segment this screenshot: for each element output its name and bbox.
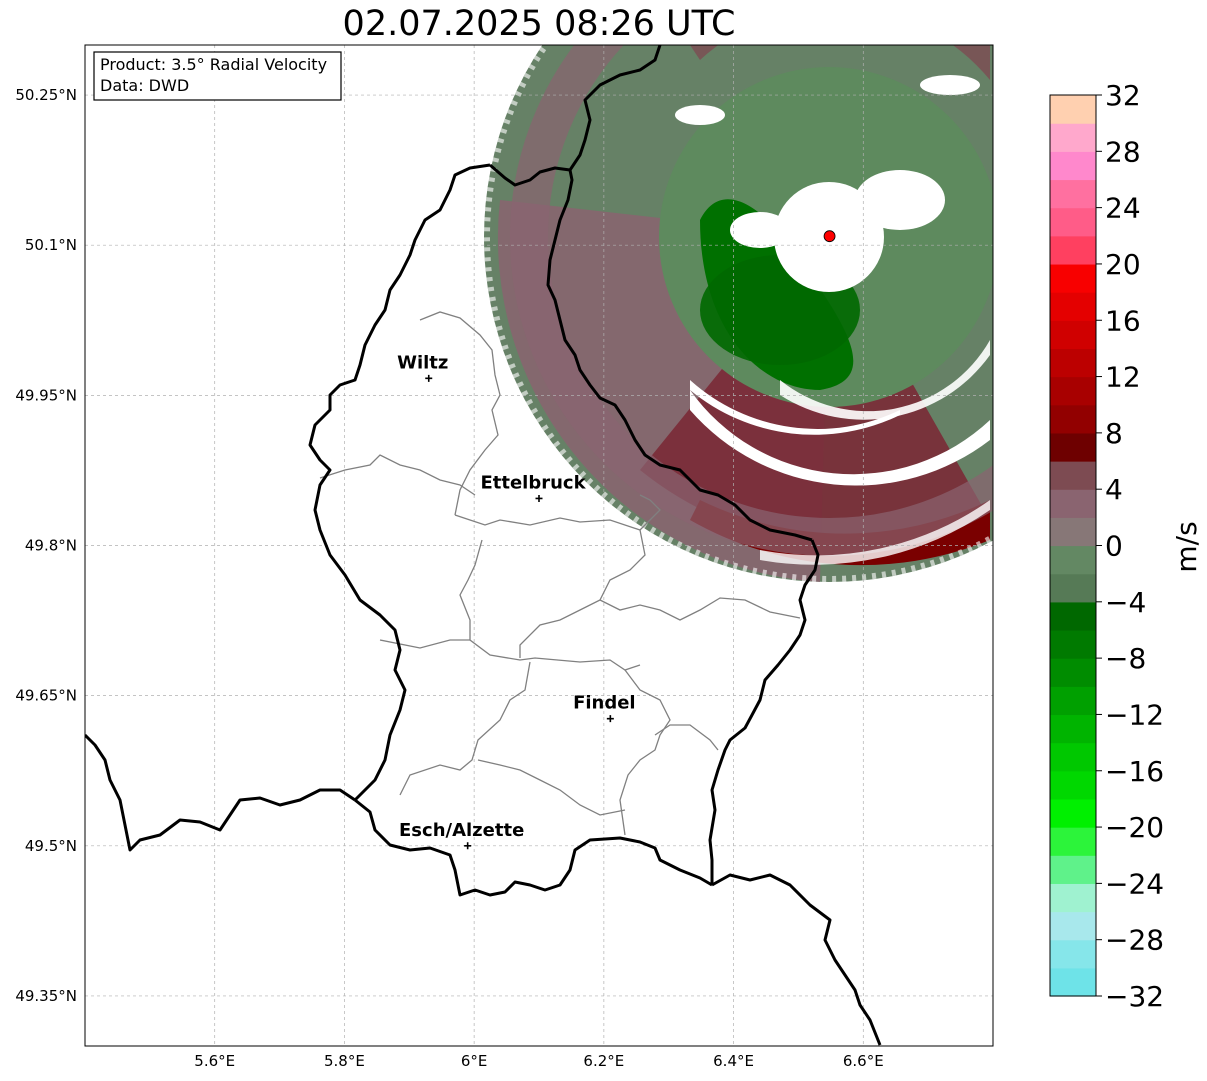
colorbar-tick-label: −32	[1105, 980, 1164, 1013]
colorbar-segment	[1050, 686, 1096, 716]
colorbar-segment	[1050, 855, 1096, 884]
map-axes-frame	[84, 44, 994, 1047]
colorbar-segment	[1050, 320, 1096, 350]
colorbar-tick-label: −8	[1105, 642, 1146, 675]
colorbar-tick-label: 12	[1105, 361, 1141, 394]
city-marker: Wiltz	[397, 352, 448, 382]
lat-tick-label: 49.95°N	[15, 386, 77, 404]
lon-tick-label: 6.2°E	[583, 1052, 624, 1070]
lat-tick-label: 49.5°N	[25, 837, 77, 855]
lon-tick-label: 5.8°E	[324, 1052, 365, 1070]
colorbar-tick-label: 20	[1105, 248, 1141, 281]
colorbar-segment	[1050, 658, 1096, 687]
colorbar-segment	[1050, 545, 1096, 575]
colorbar-segment	[1050, 798, 1096, 828]
colorbar-segment	[1050, 123, 1096, 152]
info-box: Product: 3.5° Radial Velocity Data: DWD	[93, 51, 342, 101]
colorbar-segment	[1050, 489, 1096, 518]
map-title: 02.07.2025 08:26 UTC	[342, 4, 736, 44]
colorbar-segment	[1050, 883, 1096, 913]
city-cross-icon	[464, 842, 472, 850]
city-cross-icon	[535, 494, 543, 502]
colorbar-segment	[1050, 714, 1096, 744]
colorbar-tick-label: −24	[1105, 867, 1164, 900]
lat-tick-label: 50.25°N	[15, 86, 77, 104]
country-borders	[85, 45, 882, 1046]
city-marker: Esch/Alzette	[399, 820, 524, 850]
colorbar-tick-label: 28	[1105, 135, 1141, 168]
colorbar-segment	[1050, 573, 1096, 603]
lat-tick-label: 49.35°N	[15, 987, 77, 1005]
colorbar-segment	[1050, 263, 1096, 293]
city-label: Wiltz	[397, 352, 448, 373]
city-cross-icon	[425, 374, 433, 382]
city-marker: Ettelbruck	[480, 472, 587, 502]
colorbar-segment	[1050, 179, 1096, 209]
colorbar-segment	[1050, 629, 1096, 659]
lon-tick-label: 6°E	[461, 1052, 488, 1070]
colorbar-tick-label: 16	[1105, 304, 1141, 337]
colorbar-tick-label: 4	[1105, 473, 1123, 506]
axis-tick-labels: 5.6°E 5.8°E 6°E 6.2°E 6.4°E 6.6°E 49.35°N 49.5°…	[15, 86, 883, 1070]
colorbar-tick-label: 0	[1105, 530, 1123, 563]
colorbar-segment	[1050, 967, 1096, 997]
city-label: Findel	[573, 693, 636, 714]
canton-boundaries	[319, 311, 801, 836]
colorbar-segment	[1050, 517, 1096, 547]
colorbar-segment	[1050, 235, 1096, 265]
colorbar-unit-label: m/s	[1170, 521, 1203, 572]
colorbar-tick-label: 24	[1105, 192, 1141, 225]
colorbar-segment	[1050, 348, 1096, 378]
info-product-text: Product: 3.5° Radial Velocity	[100, 55, 327, 74]
colorbar-segment	[1050, 770, 1096, 800]
colorbar-segment	[1050, 207, 1096, 237]
colorbar-segment	[1050, 601, 1096, 631]
colorbar-tick-label: −4	[1105, 586, 1146, 619]
colorbar-segment	[1050, 911, 1096, 941]
colorbar-tick-label: −28	[1105, 924, 1164, 957]
lon-tick-label: 6.4°E	[713, 1052, 754, 1070]
colorbar-segment	[1050, 95, 1096, 124]
city-markers: Wiltz Ettelbruck Findel Esch/Alzette	[397, 352, 636, 850]
lat-tick-label: 50.1°N	[25, 236, 77, 254]
colorbar-tick-label: −16	[1105, 755, 1164, 788]
city-label: Esch/Alzette	[399, 820, 524, 841]
city-marker: Findel	[573, 693, 636, 723]
lat-tick-label: 49.65°N	[15, 687, 77, 705]
colorbar-tick-label: −20	[1105, 811, 1164, 844]
lon-tick-label: 6.6°E	[843, 1052, 884, 1070]
colorbar-segment	[1050, 292, 1096, 321]
velocity-colorbar: 32 28 24 20 16 12 8 4 0 −4 −8 −12 −16 −20 −24 −28 −32	[1049, 79, 1164, 1013]
colorbar-segment	[1050, 432, 1096, 462]
colorbar-segment	[1050, 376, 1096, 406]
colorbar-segment	[1050, 827, 1096, 856]
info-source-text: Data: DWD	[100, 76, 189, 95]
colorbar-segment	[1050, 404, 1096, 434]
colorbar-tick-label: 32	[1105, 79, 1141, 112]
radar-site-marker	[823, 230, 836, 243]
colorbar-segment	[1050, 742, 1096, 772]
colorbar-segment	[1050, 151, 1096, 181]
lon-tick-label: 5.6°E	[194, 1052, 235, 1070]
colorbar-tick-label: −12	[1105, 698, 1164, 731]
lat-tick-label: 49.8°N	[25, 537, 77, 555]
colorbar-segment	[1050, 461, 1096, 490]
colorbar-segment	[1050, 939, 1096, 969]
city-label: Ettelbruck	[480, 472, 586, 493]
city-cross-icon	[606, 715, 614, 723]
colorbar-tick-label: 8	[1105, 417, 1123, 450]
